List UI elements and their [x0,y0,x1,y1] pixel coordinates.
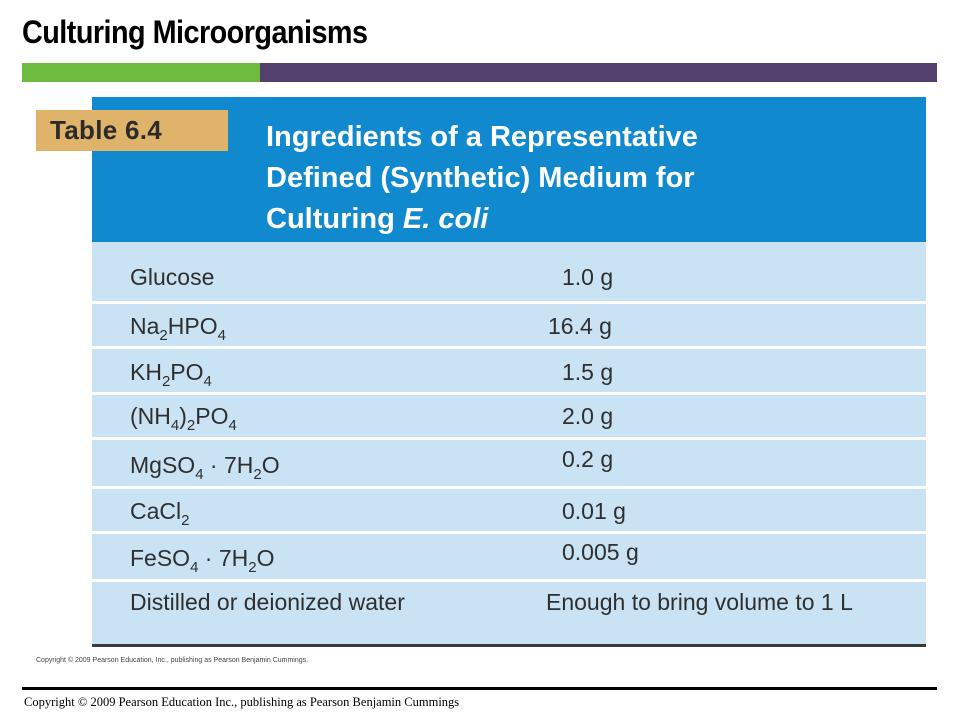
table-header: Table 6.4 Ingredients of a Representativ… [36,97,926,242]
formula-part: O [261,452,280,478]
table-row: (NH4)2PO4 2.0 g [92,392,926,440]
ingredient-name: KH2PO4 [130,359,212,389]
formula-part: · 7H [198,545,249,571]
ingredient-name: FeSO4 · 7H2O [130,545,275,575]
table-heading-line-2: Defined (Synthetic) Medium for [266,162,695,194]
formula-part: PO [195,403,229,429]
formula-subscript: 4 [228,417,237,434]
formula-subscript: 2 [161,373,171,390]
table-heading: Ingredients of a Representative Defined … [266,117,906,240]
table-bottom-rule [92,644,926,647]
footer-copyright: Copyright © 2009 Pearson Education Inc.,… [24,695,460,709]
table-body: Glucose 1.0 g Na2HPO4 16.4 g KH2PO4 1.5 … [92,242,926,647]
ingredient-name: Distilled or deionized water [130,589,405,615]
formula-part: (NH [130,403,171,429]
footer-divider [22,687,937,690]
formula-subscript: 4 [195,466,204,483]
accent-bar-green [22,63,260,82]
formula-subscript: 2 [181,512,190,529]
ingredient-amount: 16.4 g [548,313,612,339]
formula-subscript: 2 [253,466,262,483]
table-heading-line-3-text: Culturing [266,203,403,235]
formula-subscript: 4 [203,373,212,390]
table-heading-line-3: Culturing E. coli [266,199,906,240]
formula-part: MgSO [130,452,196,478]
ingredient-amount: 1.5 g [562,359,614,385]
ingredient-name: (NH4)2PO4 [130,403,237,433]
formula-subscript: 4 [190,559,199,576]
table-heading-organism: E. coli [402,203,489,235]
slide-title: Culturing Microorganisms [22,14,368,50]
ingredient-name: CaCl2 [130,498,189,528]
table-number-tag: Table 6.4 [36,110,228,151]
formula-part: KH [130,359,162,385]
formula-part: · 7H [203,452,254,478]
ingredient-name: MgSO4 · 7H2O [130,452,280,482]
ingredient-amount: 0.01 g [562,498,626,524]
accent-bar-purple [260,63,937,82]
table-heading-line-1: Ingredients of a Representative [266,121,698,153]
table-row: Distilled or deionized water Enough to b… [92,579,926,647]
table-row: Glucose 1.0 g [92,242,926,301]
formula-part: PO [170,359,204,385]
ingredient-amount: 2.0 g [562,403,614,429]
formula-part: O [256,545,275,571]
ingredient-amount: 0.2 g [562,446,614,472]
formula-subscript: 2 [159,327,168,344]
formula-part: Na [130,313,160,339]
formula-part: ) [179,403,187,429]
ingredient-amount: 1.0 g [562,264,614,290]
table-row: MgSO4 · 7H2O 0.2 g [92,437,926,489]
table-row: FeSO4 · 7H2O 0.005 g [92,531,926,582]
formula-subscript: 2 [186,417,196,434]
formula-part: CaCl [130,498,182,524]
table-figure: Table 6.4 Ingredients of a Representativ… [36,97,926,650]
formula-subscript: 4 [217,327,226,344]
ingredient-name: Glucose [130,264,215,290]
ingredient-name: Na2HPO4 [130,313,226,343]
formula-subscript: 2 [248,559,257,576]
table-row: KH2PO4 1.5 g [92,346,926,395]
formula-part: FeSO [130,545,191,571]
ingredient-amount: 0.005 g [562,539,639,565]
table-row: Na2HPO4 16.4 g [92,301,926,349]
ingredient-amount: Enough to bring volume to 1 L [546,589,853,615]
table-row: CaCl2 0.01 g [92,486,926,534]
formula-part: HPO [167,313,218,339]
formula-subscript: 4 [170,417,180,434]
image-copyright: Copyright © 2009 Pearson Education, Inc.… [36,657,309,664]
